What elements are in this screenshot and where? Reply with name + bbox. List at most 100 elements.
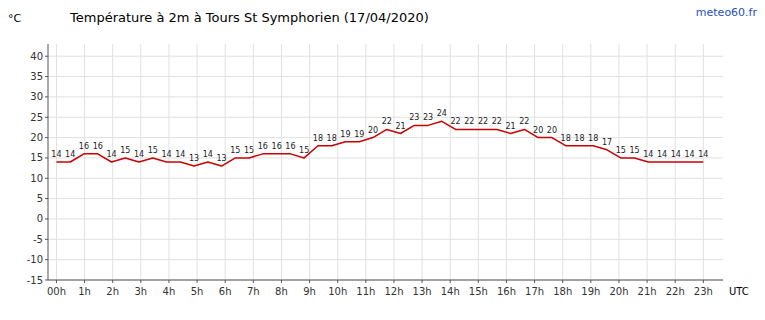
data-label: 18 — [588, 134, 598, 143]
data-label: 15 — [299, 146, 309, 155]
y-tick — [45, 76, 48, 77]
x-tick — [56, 280, 57, 283]
x-tick — [365, 280, 366, 283]
y-tick — [45, 157, 48, 158]
x-tick-label: 23h — [694, 286, 713, 297]
y-tick-label: 5 — [37, 193, 43, 204]
y-tick-label: 20 — [30, 132, 43, 143]
grid-line-y — [48, 198, 723, 199]
data-label: 20 — [547, 126, 557, 135]
x-tick — [112, 280, 113, 283]
x-tick-label: 6h — [219, 286, 232, 297]
grid-line-x — [393, 44, 394, 280]
x-tick-label: 2h — [106, 286, 119, 297]
x-tick-label: 7h — [247, 286, 260, 297]
grid-line-x — [534, 44, 535, 280]
x-tick-label: 11h — [356, 286, 375, 297]
data-label: 18 — [561, 134, 571, 143]
data-label: 23 — [409, 113, 419, 122]
data-label: 13 — [217, 154, 227, 163]
x-tick — [84, 280, 85, 283]
data-label: 15 — [629, 146, 639, 155]
data-label: 14 — [643, 150, 653, 159]
grid-line-x — [253, 44, 254, 280]
data-label: 15 — [616, 146, 626, 155]
x-tick — [422, 280, 423, 283]
x-tick — [253, 280, 254, 283]
x-tick-label: 19h — [581, 286, 600, 297]
data-label: 20 — [368, 126, 378, 135]
data-labels: 1414161614151415141413141315151616161518… — [51, 109, 708, 163]
y-tick — [45, 178, 48, 179]
x-tick — [197, 280, 198, 283]
data-label: 18 — [327, 134, 337, 143]
data-label: 14 — [161, 150, 171, 159]
data-label: 14 — [671, 150, 681, 159]
data-label: 18 — [574, 134, 584, 143]
x-tick — [168, 280, 169, 283]
grid-line-y — [48, 96, 723, 97]
x-tick-label: 12h — [384, 286, 403, 297]
y-tick-label: 25 — [30, 112, 43, 123]
x-tick — [225, 280, 226, 283]
y-tick-label: -5 — [33, 234, 43, 245]
x-tick — [562, 280, 563, 283]
data-label: 18 — [313, 134, 323, 143]
y-tick — [45, 137, 48, 138]
y-tick-label: -15 — [27, 275, 43, 286]
y-tick-label: 0 — [37, 213, 43, 224]
x-tick — [647, 280, 648, 283]
grid-line-y — [48, 239, 723, 240]
grid-line-x — [506, 44, 507, 280]
y-axis-line — [48, 44, 49, 280]
x-tick — [703, 280, 704, 283]
data-label: 16 — [79, 142, 89, 151]
x-tick — [590, 280, 591, 283]
data-label: 14 — [684, 150, 694, 159]
x-tick-label: 15h — [469, 286, 488, 297]
grid-line-x — [365, 44, 366, 280]
x-tick — [393, 280, 394, 283]
data-label: 14 — [134, 150, 144, 159]
x-tick-label: 00h — [47, 286, 66, 297]
x-tick-label: 20h — [609, 286, 628, 297]
data-label: 22 — [464, 117, 474, 126]
grid-line-y — [48, 76, 723, 77]
y-tick — [45, 198, 48, 199]
x-tick-label: 10h — [328, 286, 347, 297]
x-tick-label: 5h — [191, 286, 204, 297]
grid-line-x — [618, 44, 619, 280]
y-tick-label: -10 — [27, 254, 43, 265]
x-tick-label: 1h — [78, 286, 91, 297]
x-tick — [309, 280, 310, 283]
y-axis-label: °C — [8, 12, 22, 25]
data-label: 15 — [148, 146, 158, 155]
chart: -15-10-5051015202530354000h1h2h3h4h5h6h7… — [0, 0, 765, 320]
grid-line-x — [562, 44, 563, 280]
grid-line-y — [48, 178, 723, 179]
x-tick-label: 21h — [638, 286, 657, 297]
x-tick-label: 18h — [553, 286, 572, 297]
grid-line-x — [478, 44, 479, 280]
data-label: 20 — [533, 126, 543, 135]
x-tick — [506, 280, 507, 283]
y-tick — [45, 259, 48, 260]
grid-line-x — [450, 44, 451, 280]
data-label: 14 — [106, 150, 116, 159]
data-label: 16 — [285, 142, 295, 151]
grid-line-y — [48, 259, 723, 260]
grid-line-y — [48, 218, 723, 219]
data-label: 22 — [519, 117, 529, 126]
data-label: 14 — [657, 150, 667, 159]
data-label: 16 — [258, 142, 268, 151]
data-label: 22 — [478, 117, 488, 126]
data-label: 23 — [423, 113, 433, 122]
x-tick-label: 22h — [666, 286, 685, 297]
grid-line-x — [422, 44, 423, 280]
title: Température à 2m à Tours St Symphorien (… — [69, 10, 429, 25]
x-tick — [281, 280, 282, 283]
data-label: 15 — [230, 146, 240, 155]
grid-line-x — [590, 44, 591, 280]
x-tick-label: 16h — [497, 286, 516, 297]
watermark: meteo60.fr — [696, 6, 758, 19]
